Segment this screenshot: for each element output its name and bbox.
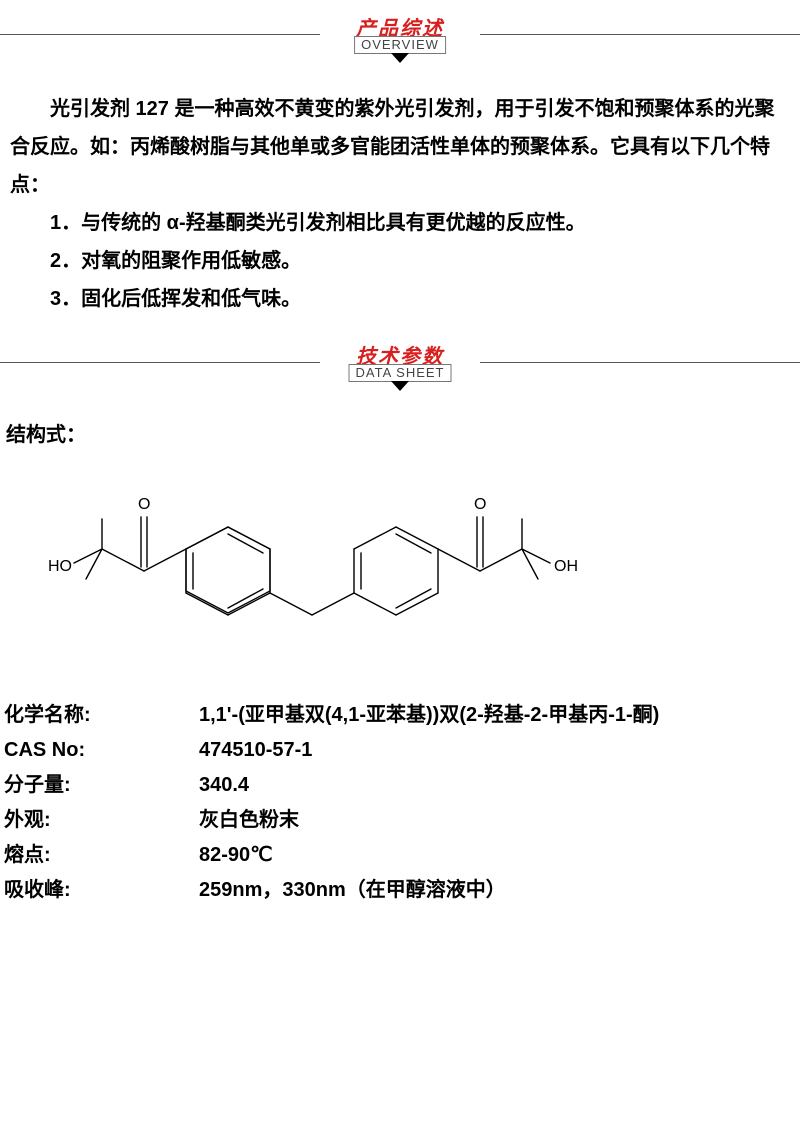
divider-right <box>480 362 800 363</box>
prop-label: 熔点: <box>4 838 199 873</box>
atom-label-o: O <box>138 496 150 513</box>
prop-row-appearance: 外观: 灰白色粉末 <box>4 803 790 838</box>
chevron-down-icon <box>391 53 409 63</box>
atom-label-ho: HO <box>48 558 72 575</box>
prop-label: 化学名称: <box>4 698 199 733</box>
properties-list: 化学名称: 1,1'-(亚甲基双(4,1-亚苯基))双(2-羟基-2-甲基丙-1… <box>0 648 800 908</box>
prop-label: 吸收峰: <box>4 873 199 908</box>
prop-row-mp: 熔点: 82-90℃ <box>4 838 790 873</box>
chemical-structure-diagram: HO O <box>0 455 800 648</box>
divider-left <box>0 34 320 35</box>
section-title-en: DATA SHEET <box>349 364 452 382</box>
overview-text: 光引发剂 127 是一种高效不黄变的紫外光引发剂，用于引发不饱和预聚体系的光聚合… <box>0 68 800 318</box>
prop-value: 1,1'-(亚甲基双(4,1-亚苯基))双(2-羟基-2-甲基丙-1-酮) <box>199 698 790 733</box>
atom-label-o: O <box>474 496 486 513</box>
overview-item-1: 1．与传统的 α-羟基酮类光引发剂相比具有更优越的反应性。 <box>10 204 790 242</box>
overview-item-2: 2．对氧的阻聚作用低敏感。 <box>10 242 790 280</box>
prop-value: 259nm，330nm（在甲醇溶液中） <box>199 873 790 908</box>
section-header-overview: 产品综述 OVERVIEW <box>0 8 800 68</box>
prop-row-abs: 吸收峰: 259nm，330nm（在甲醇溶液中） <box>4 873 790 908</box>
prop-row-mw: 分子量: 340.4 <box>4 768 790 803</box>
divider-right <box>480 34 800 35</box>
section-header-datasheet: 技术参数 DATA SHEET <box>0 336 800 396</box>
overview-item-3: 3．固化后低挥发和低气味。 <box>10 280 790 318</box>
section-title-en: OVERVIEW <box>354 36 446 54</box>
prop-value: 82-90℃ <box>199 838 790 873</box>
prop-value: 灰白色粉末 <box>199 803 790 838</box>
prop-value: 474510-57-1 <box>199 733 790 768</box>
divider-left <box>0 362 320 363</box>
overview-paragraph: 光引发剂 127 是一种高效不黄变的紫外光引发剂，用于引发不饱和预聚体系的光聚合… <box>10 90 790 204</box>
atom-label-oh: OH <box>554 558 578 575</box>
chevron-down-icon <box>391 381 409 391</box>
prop-row-chem-name: 化学名称: 1,1'-(亚甲基双(4,1-亚苯基))双(2-羟基-2-甲基丙-1… <box>4 698 790 733</box>
prop-label: 外观: <box>4 803 199 838</box>
structure-formula-label: 结构式： <box>0 396 800 455</box>
prop-row-cas: CAS No: 474510-57-1 <box>4 733 790 768</box>
prop-label: 分子量: <box>4 768 199 803</box>
prop-value: 340.4 <box>199 768 790 803</box>
prop-label: CAS No: <box>4 733 199 768</box>
